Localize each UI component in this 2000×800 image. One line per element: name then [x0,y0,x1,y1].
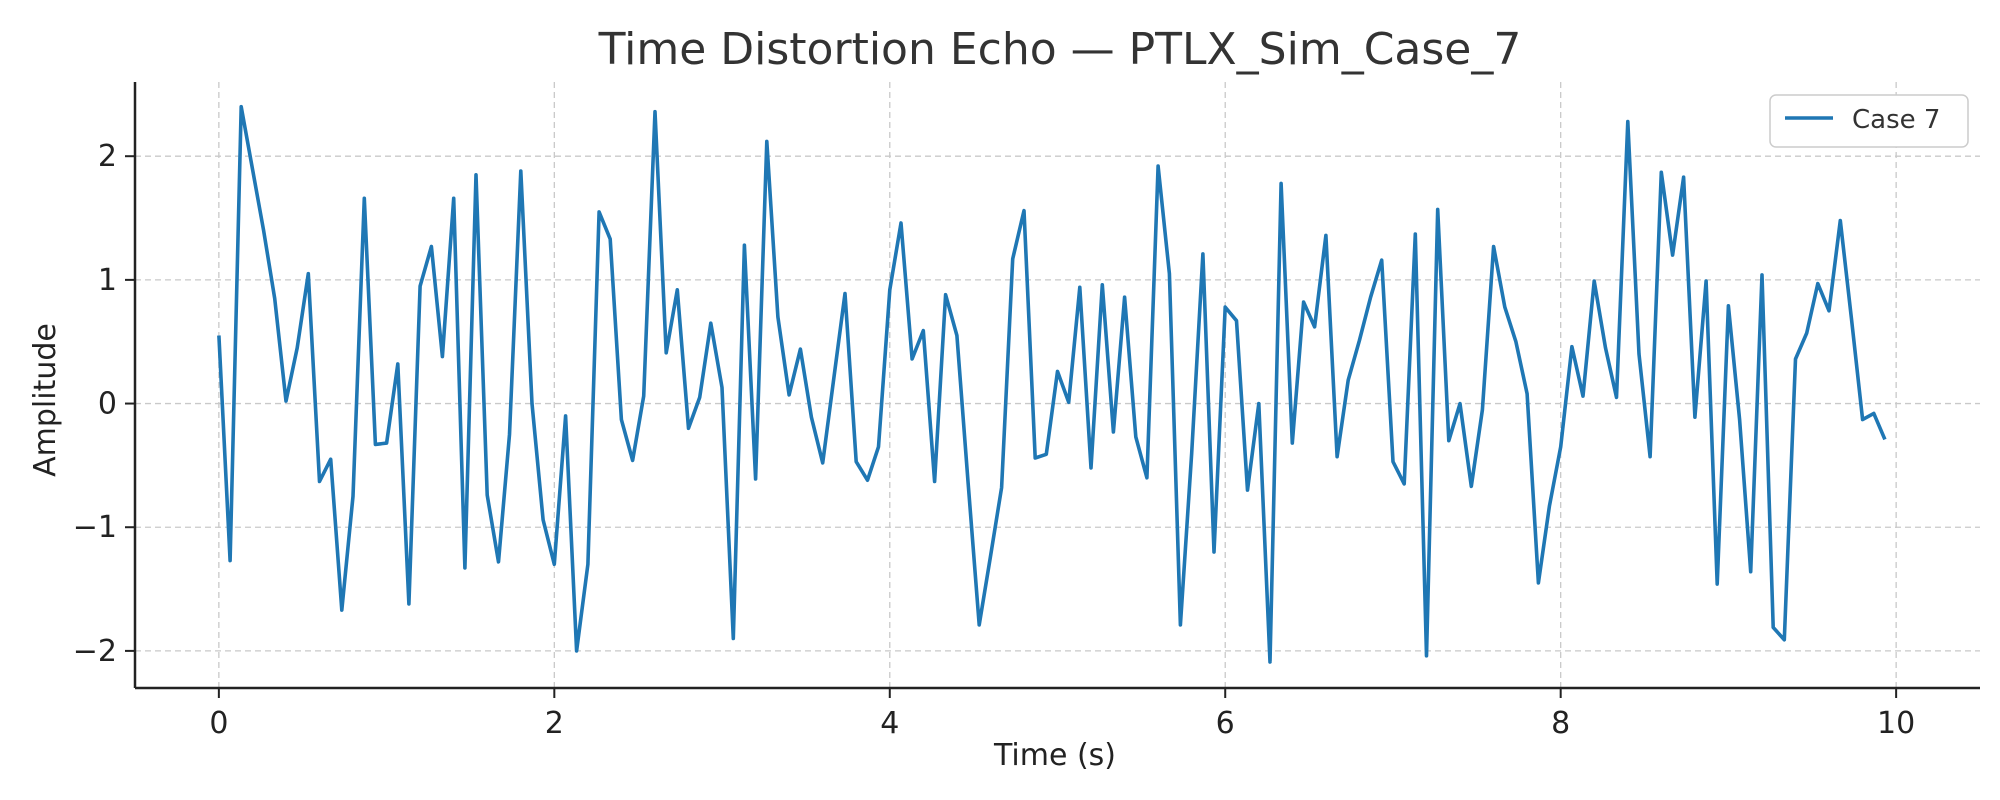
x-tick-label: 6 [1216,706,1235,741]
y-tick-label: −2 [73,634,117,669]
y-tick-label: −1 [73,510,117,545]
y-tick-label: 0 [98,387,117,422]
legend: Case 7 [1769,94,1969,148]
x-tick-label: 4 [880,706,899,741]
chart-title: Time Distortion Echo — PTLX_Sim_Case_7 [598,24,1522,75]
x-axis-label: Time (s) [993,738,1116,773]
y-tick-label: 1 [98,263,117,298]
y-tick-label: 2 [98,139,117,174]
series-line-case-7 [217,104,1887,664]
y-axis-label: Amplitude [28,323,63,477]
legend-label-case-7: Case 7 [1852,105,1940,135]
ticks: 0 2 4 6 8 10 −2 −1 0 1 2 [73,139,1915,741]
x-tick-label: 0 [209,706,228,741]
x-tick-label: 8 [1551,706,1570,741]
x-tick-label: 10 [1877,706,1915,741]
legend-box [1769,94,1969,148]
grid [135,82,1980,688]
x-tick-label: 2 [545,706,564,741]
